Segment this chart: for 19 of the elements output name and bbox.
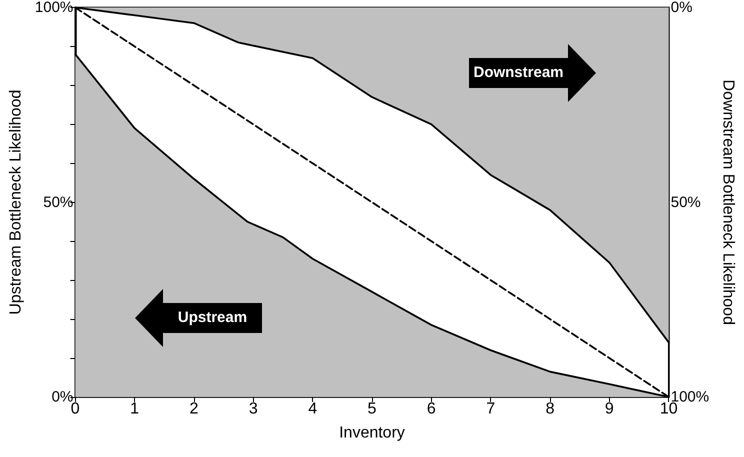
x-axis-title: Inventory <box>339 424 405 442</box>
x-tick-label: 3 <box>248 400 258 418</box>
annotation: Upstream <box>176 308 248 328</box>
y2-tick-label: 50% <box>670 194 701 211</box>
y-tick-label: 100% <box>34 0 74 16</box>
y2-axis-title: Downstream Bottleneck Likelihood <box>720 80 736 325</box>
x-tick-label: 6 <box>426 400 436 418</box>
x-tick-label: 4 <box>308 400 318 418</box>
x-tick-label: 1 <box>130 400 140 418</box>
x-tick-label: 9 <box>604 400 614 418</box>
y-tick-label: 50% <box>43 194 74 211</box>
annotation: Downstream <box>472 63 565 83</box>
x-tick-label: 0 <box>70 400 80 418</box>
x-tick-label: 7 <box>486 400 496 418</box>
x-tick-label: 5 <box>368 400 377 418</box>
y-axis-title: Upstream Bottleneck Likelihood <box>8 90 24 315</box>
x-tick-label: 8 <box>546 400 555 418</box>
x-tick-label: 2 <box>190 400 199 418</box>
y2-tick-label: 0% <box>670 0 692 16</box>
